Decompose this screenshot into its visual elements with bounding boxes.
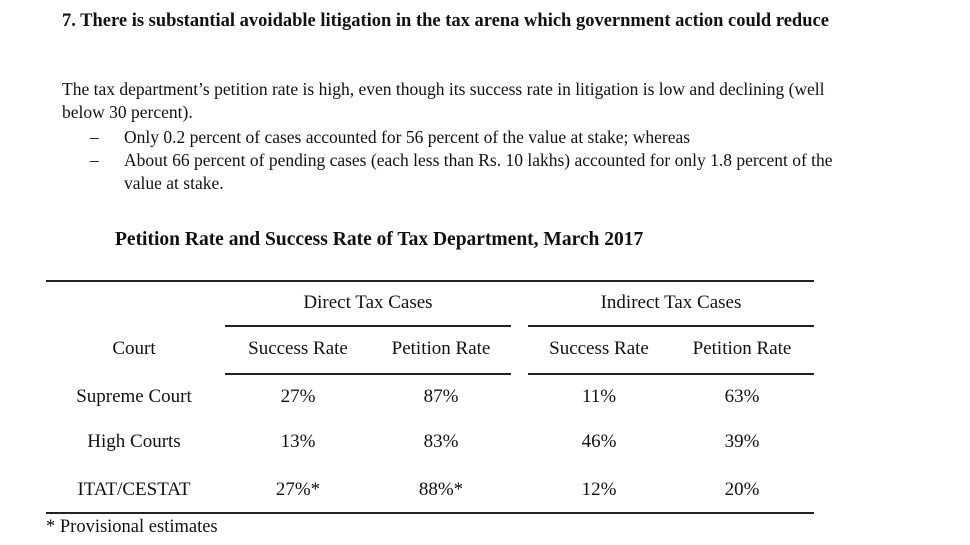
bullet-item: – Only 0.2 percent of cases accounted fo… [62,126,852,149]
group-header-direct: Direct Tax Cases [303,292,433,313]
cell-indirect-success: 11% [581,386,617,407]
cell-direct-petition: 83% [423,431,459,452]
table-footnote: * Provisional estimates [46,517,218,537]
bullet-text: About 66 percent of pending cases (each … [124,150,833,193]
cell-direct-petition: 87% [423,386,459,407]
cell-indirect-petition: 63% [724,386,760,407]
table-top-rule [46,280,814,282]
intro-paragraph: The tax department’s petition rate is hi… [62,79,825,122]
cell-direct-success: 27%* [275,479,321,500]
cell-indirect-petition: 20% [724,479,760,500]
row-court: ITAT/CESTAT [77,479,191,500]
bullet-dash: – [90,150,99,170]
indirect-header-rule [528,373,814,375]
direct-header-rule [225,373,511,375]
column-header-court: Court [112,338,156,359]
group-header-indirect: Indirect Tax Cases [600,292,742,313]
cell-indirect-success: 12% [581,479,617,500]
row-court: High Courts [87,431,181,452]
bullet-item: – About 66 percent of pending cases (eac… [62,149,852,195]
column-header-indirect-petition: Petition Rate [692,338,792,359]
column-header-indirect-success: Success Rate [549,338,649,359]
bullet-dash: – [90,127,99,147]
table-bottom-rule [46,512,814,514]
cell-indirect-success: 46% [581,431,617,452]
direct-group-rule [225,325,511,327]
column-header-direct-success: Success Rate [248,338,348,359]
section-heading: 7. There is substantial avoidable litiga… [62,11,829,31]
bullet-list: – Only 0.2 percent of cases accounted fo… [62,126,852,195]
table-title: Petition Rate and Success Rate of Tax De… [115,229,644,250]
cell-direct-success: 13% [280,431,316,452]
cell-direct-petition: 88%* [418,479,464,500]
row-court: Supreme Court [76,386,192,407]
cell-direct-success: 27% [280,386,316,407]
column-header-direct-petition: Petition Rate [391,338,491,359]
indirect-group-rule [528,325,814,327]
bullet-text: Only 0.2 percent of cases accounted for … [124,127,691,147]
cell-indirect-petition: 39% [724,431,760,452]
